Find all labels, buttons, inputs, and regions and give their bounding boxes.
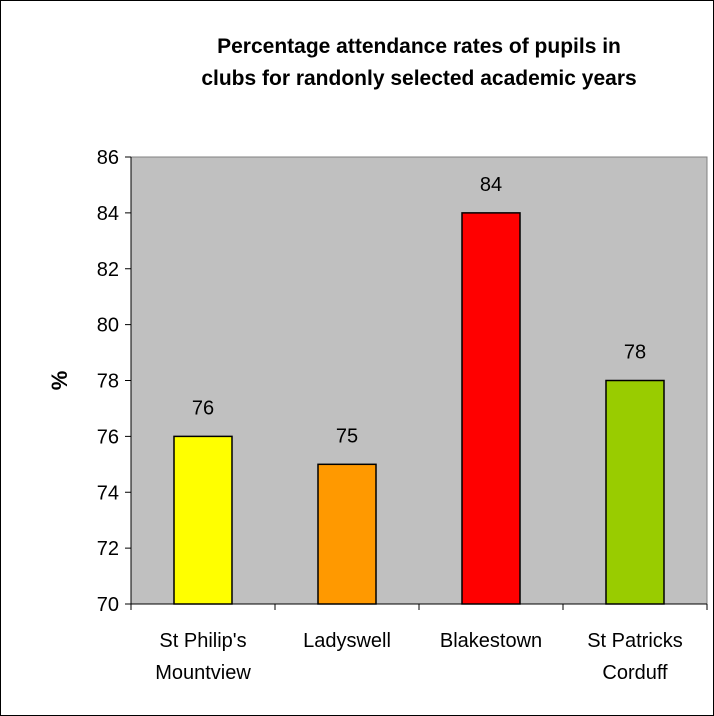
y-tick-label: 84 (97, 203, 119, 225)
y-tick-label: 72 (97, 538, 119, 560)
chart-title: Percentage attendance rates of pupils in… (201, 35, 636, 90)
x-category-label: Corduff (602, 662, 668, 684)
y-tick-label: 76 (97, 426, 119, 448)
data-label: 75 (336, 425, 358, 447)
y-tick-label: 86 (97, 147, 119, 169)
y-tick-label: 74 (97, 482, 119, 504)
x-category-label: St Philip's (159, 630, 246, 652)
x-category-label: Blakestown (440, 630, 542, 652)
bar (317, 463, 377, 605)
data-labels: 76 75 84 78 (192, 174, 646, 447)
y-tick-label: 70 (97, 594, 119, 616)
bar (173, 435, 233, 605)
bar (605, 379, 665, 605)
y-tick-label: 80 (97, 315, 119, 337)
data-label: 84 (480, 174, 502, 196)
chart-title-line-2: clubs for randonly selected academic yea… (201, 67, 636, 90)
bar (461, 212, 521, 605)
y-tick-label: 78 (97, 371, 119, 393)
y-axis-ticks: 70 72 74 76 78 80 82 84 86 (97, 147, 131, 616)
y-tick-label: 82 (97, 259, 119, 281)
x-axis-categories: St Philip's Mountview Ladyswell Blakestown S… (130, 604, 708, 684)
data-label: 76 (192, 397, 214, 419)
data-label: 78 (624, 342, 646, 364)
x-category-label: Ladyswell (303, 630, 391, 652)
y-axis-label: % (47, 371, 72, 391)
chart-title-line-1: Percentage attendance rates of pupils in (217, 35, 621, 58)
bars (173, 212, 665, 605)
x-category-label: Mountview (155, 662, 251, 684)
x-category-label: St Patricks (587, 630, 683, 652)
